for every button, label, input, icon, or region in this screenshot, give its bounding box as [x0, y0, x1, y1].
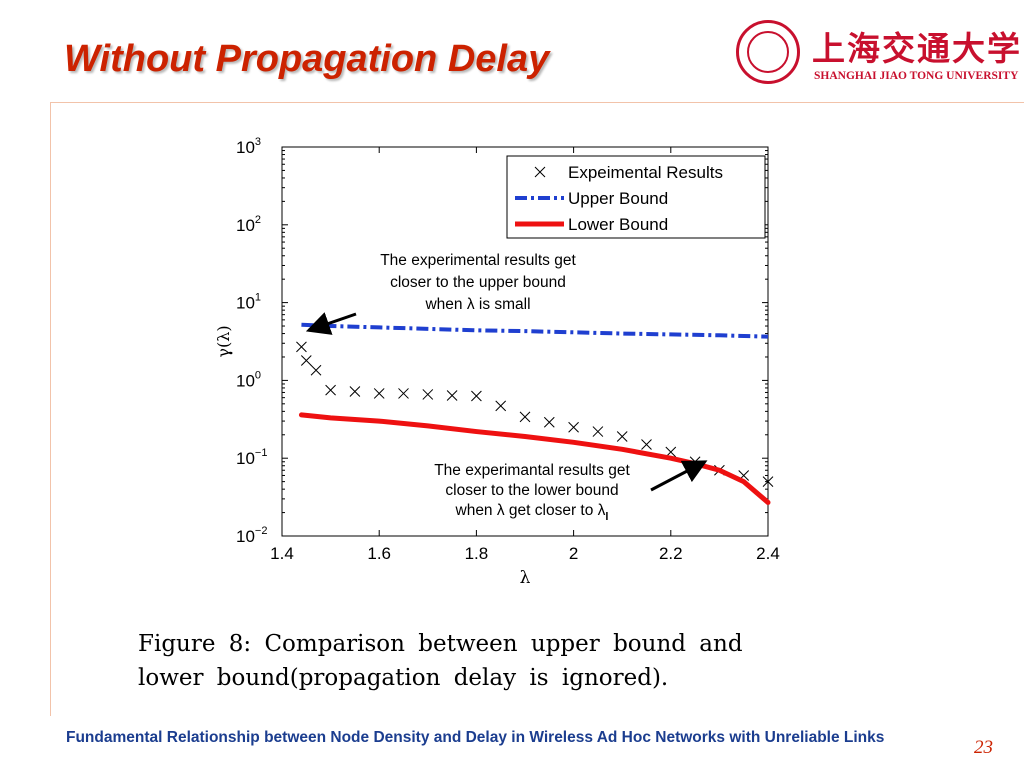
- x-tick-label: 2: [569, 544, 578, 563]
- data-point-x-marker: [642, 440, 652, 450]
- y-tick-exponent: 3: [255, 136, 261, 148]
- data-point-x-marker: [593, 427, 603, 437]
- annotation-arrow: [651, 462, 705, 490]
- legend-label: Lower Bound: [568, 215, 668, 234]
- y-tick-exponent: 2: [255, 214, 261, 226]
- x-tick-label: 1.6: [367, 544, 391, 563]
- x-axis-label: λ: [520, 568, 531, 588]
- annotation-line: The experimental results get: [380, 252, 576, 269]
- y-tick-base: 10: [236, 294, 255, 313]
- data-point-x-marker: [496, 401, 506, 411]
- y-tick-exponent: 1: [255, 292, 261, 304]
- data-point-x-marker: [301, 356, 311, 366]
- y-tick-base: 10: [236, 138, 255, 157]
- y-tick-exponent: 0: [255, 369, 261, 381]
- annotation-text: when λ get closer to λ: [455, 502, 606, 519]
- data-point-x-marker: [311, 365, 321, 375]
- data-point-x-marker: [471, 391, 481, 401]
- y-tick-base: 10: [236, 216, 255, 235]
- y-tick-base: 10: [236, 371, 255, 390]
- upper-bound-line: [301, 325, 768, 337]
- legend-label: Upper Bound: [568, 189, 668, 208]
- data-point-x-marker: [296, 342, 306, 352]
- series-1: [301, 325, 768, 337]
- data-point-x-marker: [617, 432, 627, 442]
- page-number: 23: [974, 737, 993, 759]
- x-tick-label: 1.8: [465, 544, 489, 563]
- legend-label: Expeimental Results: [568, 163, 723, 182]
- x-tick-label: 1.4: [270, 544, 294, 563]
- y-tick-base: 10: [236, 449, 255, 468]
- y-axis-label: γ(λ): [214, 325, 233, 357]
- annotation-line: when λ is small: [424, 296, 530, 313]
- data-point-x-marker: [374, 388, 384, 398]
- data-point-x-marker: [520, 412, 530, 422]
- y-tick-exponent: −1: [255, 447, 268, 459]
- annotation-line: when λ get closer to λl: [455, 502, 609, 523]
- x-tick-label: 2.4: [756, 544, 780, 563]
- annotation-line: closer to the lower bound: [445, 482, 618, 499]
- footer-text: Fundamental Relationship between Node De…: [66, 729, 884, 747]
- y-tick-exponent: −2: [255, 525, 268, 537]
- data-point-x-marker: [326, 385, 336, 395]
- caption-line-1: Figure 8: Comparison between upper bound…: [138, 627, 743, 661]
- data-point-x-marker: [350, 386, 360, 396]
- data-point-x-marker: [569, 422, 579, 432]
- x-tick-label: 2.2: [659, 544, 683, 563]
- annotation-line: The experimantal results get: [434, 462, 630, 479]
- y-tick-label: 10−2: [236, 525, 267, 546]
- annotation-line: closer to the upper bound: [390, 274, 566, 291]
- y-tick-label: 103: [236, 136, 261, 157]
- data-point-x-marker: [447, 390, 457, 400]
- y-tick-label: 100: [236, 369, 261, 390]
- data-point-x-marker: [399, 388, 409, 398]
- caption-line-2: lower bound(propagation delay is ignored…: [138, 661, 743, 695]
- data-point-x-marker: [544, 417, 554, 427]
- y-tick-label: 101: [236, 292, 261, 313]
- y-tick-label: 10−1: [236, 447, 267, 468]
- figure-caption: Figure 8: Comparison between upper bound…: [138, 627, 743, 695]
- y-tick-base: 10: [236, 527, 255, 546]
- data-point-x-marker: [423, 389, 433, 399]
- annotation-subscript: l: [605, 511, 608, 523]
- y-tick-label: 102: [236, 214, 261, 235]
